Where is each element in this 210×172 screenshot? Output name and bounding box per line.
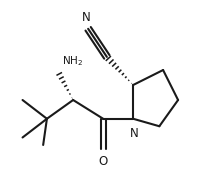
Text: N: N (130, 127, 138, 140)
Text: N: N (82, 11, 91, 24)
Text: O: O (98, 155, 108, 168)
Text: NH$_2$: NH$_2$ (62, 54, 83, 68)
